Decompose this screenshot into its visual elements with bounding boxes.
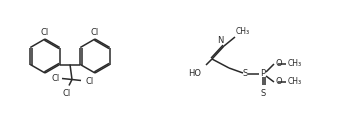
Text: Cl: Cl [52, 74, 60, 83]
Text: P: P [260, 70, 265, 79]
Text: HO: HO [188, 69, 201, 78]
Text: CH₃: CH₃ [288, 59, 302, 68]
Text: O: O [275, 59, 282, 68]
Text: Cl: Cl [91, 28, 99, 37]
Text: CH₃: CH₃ [288, 77, 302, 87]
Text: CH₃: CH₃ [236, 27, 250, 36]
Text: S: S [260, 89, 266, 98]
Text: N: N [216, 36, 223, 45]
Text: O: O [275, 77, 282, 87]
Text: Cl: Cl [41, 28, 49, 37]
Text: Cl: Cl [63, 90, 71, 98]
Text: Cl: Cl [85, 77, 93, 86]
Text: S: S [243, 70, 247, 79]
